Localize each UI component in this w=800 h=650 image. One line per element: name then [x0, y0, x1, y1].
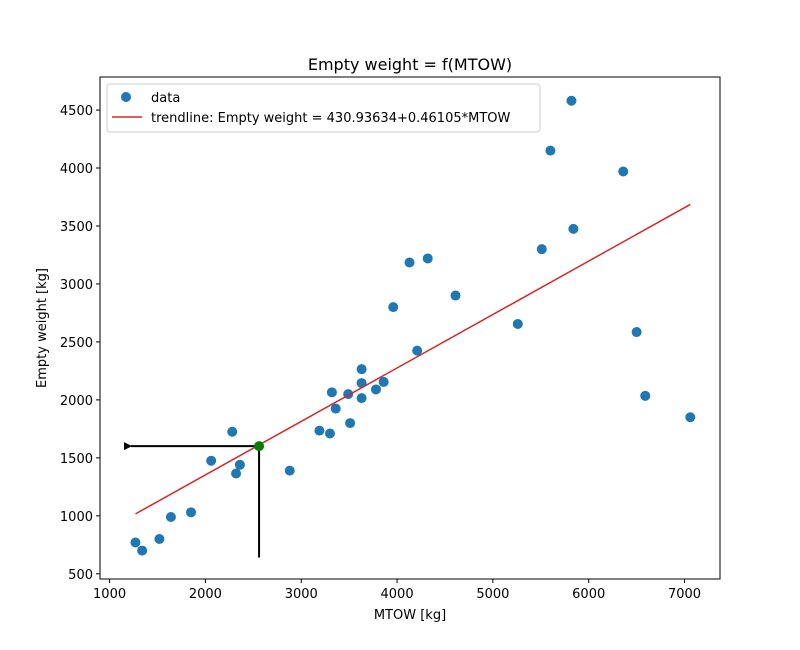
x-tick-label: 4000 — [381, 587, 414, 602]
annotations — [123, 441, 265, 558]
x-tick-label: 6000 — [572, 587, 605, 602]
data-point — [154, 534, 165, 545]
chart-title: Empty weight = f(MTOW) — [308, 55, 512, 74]
data-point — [568, 223, 579, 234]
y-tick-label: 500 — [68, 568, 93, 583]
data-point — [566, 95, 577, 106]
data-point — [356, 364, 367, 375]
data-point — [378, 376, 389, 387]
plot-frame — [99, 76, 721, 580]
x-tick-label: 1000 — [93, 587, 126, 602]
data-point — [412, 345, 423, 356]
legend-data-label: data — [151, 91, 180, 106]
data-marks — [130, 95, 696, 556]
y-tick-label: 4500 — [60, 104, 93, 119]
y-tick-label: 3000 — [60, 278, 93, 293]
y-ticks: 500 1000 1500 2000 2500 3000 3500 4000 4500 — [60, 104, 100, 583]
data-point — [685, 412, 696, 423]
data-point — [165, 511, 176, 522]
x-tick-label: 5000 — [476, 587, 509, 602]
x-tick-label: 3000 — [285, 587, 318, 602]
y-tick-label: 2500 — [60, 336, 93, 351]
data-point — [137, 545, 148, 556]
data-point — [345, 418, 356, 429]
data-point — [130, 537, 141, 548]
y-tick-label: 1500 — [60, 452, 93, 467]
y-tick-label: 4000 — [60, 162, 93, 177]
data-point — [545, 145, 556, 156]
legend-box — [106, 83, 541, 133]
data-point — [234, 459, 245, 470]
data-point — [536, 244, 547, 255]
y-axis-label: Empty weight [kg] — [35, 268, 50, 388]
data-point — [206, 455, 217, 466]
legend-data-marker — [121, 92, 131, 102]
x-axis-label: MTOW [kg] — [374, 608, 446, 623]
y-tick-label: 2000 — [60, 394, 93, 409]
y-tick-label: 1000 — [60, 510, 93, 525]
data-point — [186, 507, 197, 518]
plot-area: 1000 2000 3000 4000 5000 6000 7000 50010001500… — [60, 76, 721, 602]
data-point — [422, 253, 433, 264]
data-point — [227, 426, 238, 437]
data-point — [388, 302, 399, 313]
legend: data trendline: Empty weight = 430.93634… — [106, 83, 541, 133]
data-point — [324, 428, 335, 439]
data-point — [330, 403, 341, 414]
data-point — [640, 390, 651, 401]
x-ticks: 1000 2000 3000 4000 5000 6000 7000 — [93, 579, 701, 602]
data-point — [512, 318, 523, 329]
trendline — [135, 203, 691, 515]
data-point — [618, 166, 629, 177]
data-point — [356, 393, 367, 404]
data-point — [326, 387, 337, 398]
legend-trendline-label: trendline: Empty weight = 430.93634+0.46… — [151, 111, 510, 126]
x-tick-label: 2000 — [189, 587, 222, 602]
data-point — [284, 465, 295, 476]
data-point — [231, 468, 242, 479]
data-point — [631, 327, 642, 338]
data-point — [404, 257, 415, 268]
y-tick-label: 3500 — [60, 220, 93, 235]
highlight-point — [254, 441, 265, 452]
data-point — [450, 290, 461, 301]
data-point — [370, 384, 381, 395]
data-point — [314, 425, 325, 436]
x-tick-label: 7000 — [668, 587, 701, 602]
